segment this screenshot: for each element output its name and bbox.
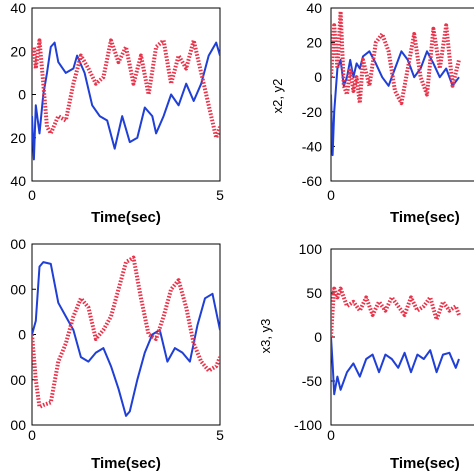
- y-tick-label: -50: [302, 373, 322, 389]
- y-tick-label: 0: [314, 69, 322, 85]
- panel-bottom-right: Time(sec) x3, y3 100 50 0 -50 -100 0: [258, 241, 474, 472]
- series-line-red-dotted: [331, 9, 461, 106]
- y-tick-label: 40: [10, 173, 26, 189]
- y-tick-label: 20: [306, 35, 322, 51]
- y-tick-label: -60: [302, 173, 322, 189]
- y-tick-label: 00: [10, 417, 26, 433]
- y-tick-label: 00: [10, 372, 26, 388]
- y-tick-label: 0: [314, 329, 322, 345]
- y-tick-label: 50: [306, 285, 322, 301]
- y-tick-label: -20: [302, 104, 322, 120]
- series-line-red-dotted: [331, 286, 461, 338]
- series-line-red-dotted: [32, 255, 220, 409]
- x-axis-label: Time(sec): [91, 209, 161, 226]
- x-tick-label: 5: [216, 427, 224, 443]
- y-tick-label: 100: [299, 241, 323, 257]
- y-tick-label: 00: [10, 236, 26, 252]
- series-line-red-dotted: [32, 38, 220, 140]
- series-line-blue: [331, 336, 460, 396]
- y-tick-label: -40: [302, 138, 322, 154]
- x-tick-label: 0: [28, 427, 36, 443]
- plot-frame: [31, 243, 221, 426]
- x-axis-label: Time(sec): [91, 455, 161, 472]
- y-axis-label: x2, y2: [270, 79, 285, 114]
- y-tick-label: -100: [294, 417, 322, 433]
- y-tick-label: 20: [10, 43, 26, 59]
- y-tick-label: 0: [18, 87, 26, 103]
- x-tick-label: 0: [327, 187, 335, 203]
- x-axis-label: Time(sec): [390, 455, 460, 472]
- series-line-blue: [32, 41, 220, 161]
- y-tick-label: 40: [10, 0, 26, 16]
- x-axis-label: Time(sec): [390, 209, 460, 226]
- y-tick-label: 40: [306, 0, 322, 16]
- y-axis-label: x3, y3: [258, 319, 273, 354]
- y-tick-label: 00: [10, 281, 26, 297]
- series-line-blue: [32, 261, 220, 417]
- plot-frame: [330, 7, 474, 182]
- y-tick-label: 0: [18, 327, 26, 343]
- plot-frame: [330, 248, 474, 426]
- x-tick-label: 0: [28, 187, 36, 203]
- x-tick-label: 5: [216, 187, 224, 203]
- y-tick-label: 20: [10, 130, 26, 146]
- x-tick-label: 0: [327, 427, 335, 443]
